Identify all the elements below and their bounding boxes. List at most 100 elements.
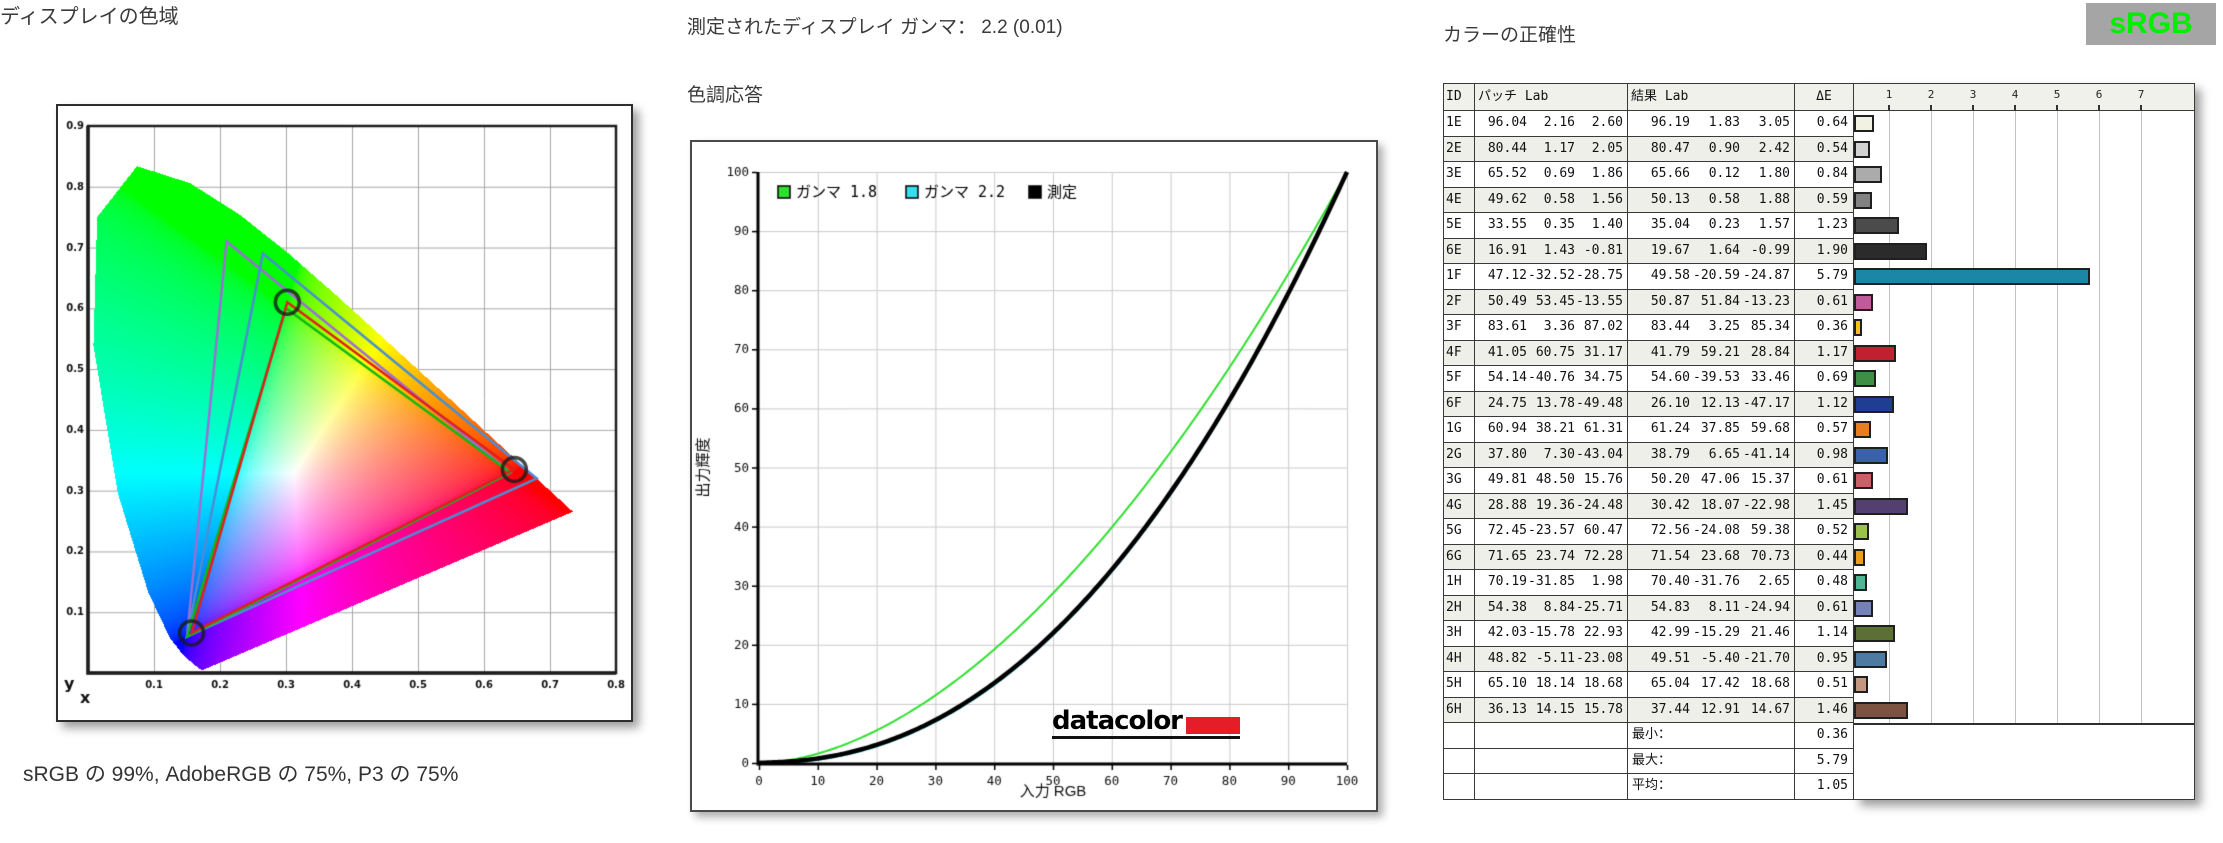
delta-e-value: 0.48 <box>1795 570 1854 596</box>
lab-value: 72.45 <box>1487 523 1527 538</box>
lab-value: 65.66 <box>1650 166 1690 181</box>
col-header-patch-lab: パッチ Lab <box>1475 84 1628 111</box>
patch-id: 4E <box>1444 187 1475 213</box>
lab-value: 1.80 <box>1758 166 1790 181</box>
patch-lab-cell: 37.80 7.30-43.04 <box>1475 442 1628 468</box>
patch-lab-cell: 36.13 14.15 15.78 <box>1475 697 1628 723</box>
patch-lab-cell: 71.65 23.74 72.28 <box>1475 544 1628 570</box>
delta-e-bar <box>1854 344 1897 362</box>
lab-value: 48.82 <box>1487 650 1527 666</box>
delta-e-bar <box>1854 395 1895 413</box>
datacolor-logo-red-mark <box>1186 717 1241 734</box>
patch-lab-cell: 50.49 53.45-13.55 <box>1475 289 1628 315</box>
lab-value: -0.81 <box>1583 242 1623 258</box>
result-lab-cell: 37.44 12.91 14.67 <box>1628 697 1795 723</box>
summary-value: 1.05 <box>1795 774 1854 800</box>
lab-value: 0.58 <box>1543 191 1575 207</box>
lab-value: -24.87 <box>1743 268 1790 283</box>
delta-e-value: 0.59 <box>1795 187 1854 213</box>
lab-value: 49.51 <box>1650 650 1690 666</box>
summary-value: 0.36 <box>1795 723 1854 749</box>
patch-id: 6F <box>1444 391 1475 417</box>
delta-e-bar-row <box>1854 621 2194 647</box>
summary-value: 5.79 <box>1795 748 1854 774</box>
result-lab-cell: 71.54 23.68 70.73 <box>1628 544 1795 570</box>
result-lab-cell: 26.10 12.13 -47.17 <box>1628 391 1795 417</box>
patch-id: 5G <box>1444 519 1475 545</box>
lab-value: 13.78 <box>1535 395 1575 411</box>
patch-lab-cell: 54.14-40.76 34.75 <box>1475 366 1628 392</box>
patch-lab-cell: 70.19-31.85 1.98 <box>1475 570 1628 596</box>
lab-value: 0.69 <box>1543 166 1575 181</box>
patch-lab-cell: 41.05 60.75 31.17 <box>1475 340 1628 366</box>
patch-lab-cell: 65.52 0.69 1.86 <box>1475 162 1628 188</box>
lab-value: 65.10 <box>1487 676 1527 691</box>
lab-value: -31.76 <box>1693 574 1740 589</box>
lab-value: -23.57 <box>1528 523 1575 538</box>
patch-id: 1H <box>1444 570 1475 596</box>
delta-e-axis-tick-label: 6 <box>2095 88 2103 101</box>
lab-value: 49.62 <box>1487 191 1527 207</box>
delta-e-axis-tick-label: 2 <box>1927 88 1935 101</box>
lab-value: 14.15 <box>1535 701 1575 717</box>
delta-e-axis-tick-mark <box>1972 105 1974 110</box>
lab-value: 18.07 <box>1700 497 1740 513</box>
lab-value: 1.43 <box>1543 242 1575 258</box>
result-lab-cell: 80.47 0.90 2.42 <box>1628 136 1795 162</box>
delta-e-axis-tick-mark <box>1930 105 1932 110</box>
patch-id: 2F <box>1444 289 1475 315</box>
lab-value: 38.21 <box>1535 421 1575 436</box>
lab-value: 50.13 <box>1650 191 1690 207</box>
patch-id: 2E <box>1444 136 1475 162</box>
delta-e-bar-row <box>1854 315 2194 341</box>
lab-value: 1.57 <box>1758 217 1790 232</box>
delta-e-bar-row <box>1854 392 2194 418</box>
lab-value: -47.17 <box>1743 395 1790 411</box>
lab-value: 49.81 <box>1487 472 1527 487</box>
lab-value: 6.65 <box>1708 446 1740 462</box>
delta-e-bar-row <box>1854 647 2194 673</box>
lab-value: 70.40 <box>1650 574 1690 589</box>
delta-e-bar-row <box>1854 188 2194 214</box>
lab-value: 3.25 <box>1708 319 1740 334</box>
result-lab-cell: 50.20 47.06 15.37 <box>1628 468 1795 494</box>
delta-e-bar <box>1854 676 1869 693</box>
lab-value: 96.04 <box>1487 115 1527 130</box>
patch-id: 2G <box>1444 442 1475 468</box>
lab-value: 54.14 <box>1487 370 1527 385</box>
lab-value: 15.37 <box>1750 472 1790 487</box>
delta-e-bar <box>1854 268 2091 285</box>
lab-value: -39.53 <box>1693 370 1740 385</box>
lab-value: 30.42 <box>1650 497 1690 513</box>
lab-value: 19.36 <box>1535 497 1575 513</box>
delta-e-axis-tick-mark <box>2098 105 2100 110</box>
result-lab-cell: 50.87 51.84 -13.23 <box>1628 289 1795 315</box>
delta-e-value: 0.98 <box>1795 442 1854 468</box>
lab-value: 70.19 <box>1487 574 1527 589</box>
lab-value: 0.12 <box>1708 166 1740 181</box>
lab-value: 50.87 <box>1650 293 1690 309</box>
lab-value: 7.30 <box>1543 446 1575 462</box>
patch-lab-cell: 72.45-23.57 60.47 <box>1475 519 1628 545</box>
delta-e-axis-tick-label: 5 <box>2053 88 2061 101</box>
patch-lab-cell: 49.81 48.50 15.76 <box>1475 468 1628 494</box>
lab-value: 37.80 <box>1487 446 1527 462</box>
patch-id: 6H <box>1444 697 1475 723</box>
result-lab-cell: 49.58 -20.59 -24.87 <box>1628 264 1795 290</box>
lab-value: -24.08 <box>1693 523 1740 538</box>
lab-value: 15.76 <box>1583 472 1623 487</box>
patch-id: 4F <box>1444 340 1475 366</box>
delta-e-bar <box>1854 497 1908 515</box>
lab-value: 1.40 <box>1591 217 1623 232</box>
col-header-id: ID <box>1444 84 1475 111</box>
lab-value: 22.93 <box>1583 625 1623 640</box>
lab-value: 1.83 <box>1708 115 1740 130</box>
lab-value: 41.79 <box>1650 344 1690 360</box>
lab-value: -21.70 <box>1743 650 1790 666</box>
summary-empty-id <box>1444 748 1475 774</box>
lab-value: 54.83 <box>1650 599 1690 615</box>
summary-label: 平均： <box>1628 774 1795 800</box>
delta-e-axis-tick-mark <box>2056 105 2058 110</box>
delta-e-bar-row <box>1854 290 2194 316</box>
lab-value: 59.38 <box>1750 523 1790 538</box>
